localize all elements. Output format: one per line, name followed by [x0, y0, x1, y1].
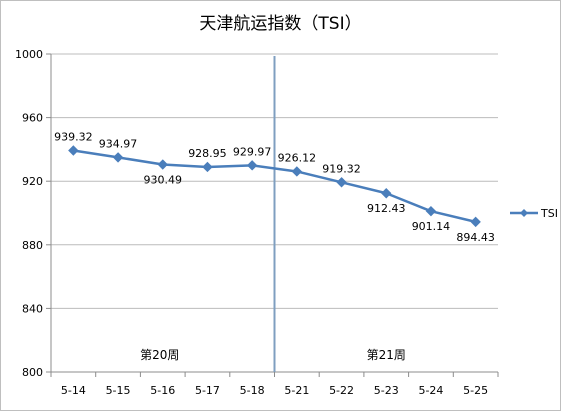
data-label: 894.43: [456, 231, 495, 244]
data-label: 926.12: [278, 151, 317, 164]
data-label: 929.97: [233, 145, 272, 158]
data-point: [112, 152, 124, 163]
legend-marker: [520, 209, 528, 217]
data-point: [157, 159, 168, 170]
data-label: 930.49: [144, 174, 183, 187]
data-label: 939.32: [54, 130, 93, 143]
data-point: [470, 216, 481, 228]
x-tick-label: 5-15: [106, 384, 131, 397]
data-label: 928.95: [188, 147, 227, 160]
data-label: 934.97: [99, 137, 138, 150]
x-tick-label: 5-17: [195, 384, 220, 397]
x-tick-label: 5-24: [418, 384, 443, 397]
week-label-20: 第20周: [140, 348, 179, 362]
data-label: 912.43: [367, 202, 406, 215]
x-tick-label: 5-22: [329, 384, 354, 397]
data-point: [425, 205, 437, 217]
x-tick-label: 5-25: [463, 384, 488, 397]
data-point: [68, 145, 79, 156]
y-tick-label: 840: [22, 302, 43, 315]
x-tick-label: 5-21: [284, 384, 309, 397]
x-tick-label: 5-23: [374, 384, 399, 397]
y-tick-label: 880: [22, 239, 43, 252]
data-point: [246, 160, 258, 171]
series-line-tsi: [73, 149, 476, 224]
data-point: [381, 188, 392, 199]
data-label: 919.32: [322, 162, 361, 175]
data-point: [202, 161, 213, 173]
legend-label: TSI: [540, 207, 558, 220]
chart-title: 天津航运指数（TSI）: [199, 14, 362, 34]
data-point: [291, 166, 303, 177]
x-tick-label: 5-18: [240, 384, 265, 397]
x-tick-label: 5-14: [61, 384, 86, 397]
y-tick-label: 960: [22, 112, 43, 125]
y-tick-label: 920: [22, 175, 43, 188]
week-label-21: 第21周: [367, 348, 406, 362]
data-label: 901.14: [412, 220, 451, 233]
data-point: [336, 177, 347, 188]
y-tick-label: 1000: [15, 48, 43, 61]
x-tick-label: 5-16: [150, 384, 175, 397]
y-tick-label: 800: [22, 366, 43, 379]
